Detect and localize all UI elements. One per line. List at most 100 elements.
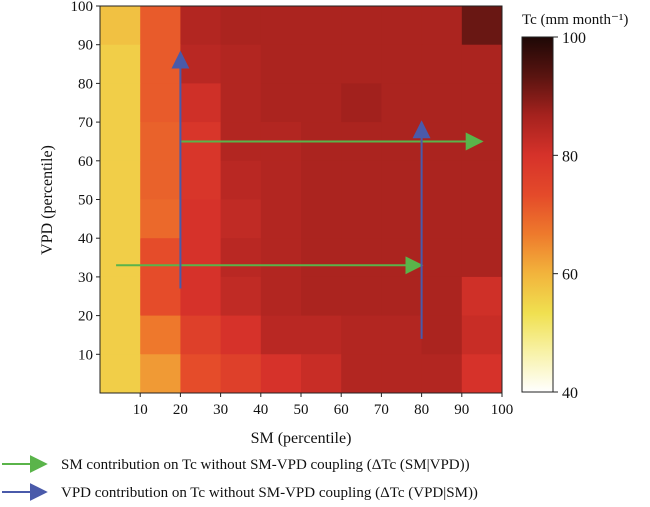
- heatmap-cell: [421, 276, 463, 317]
- y-tick-label: 100: [71, 0, 94, 15]
- heatmap-cell: [301, 44, 342, 84]
- heatmap-cell: [260, 83, 302, 123]
- heatmap-cell: [381, 276, 423, 317]
- heatmap-cell: [140, 6, 181, 46]
- heatmap-cell: [260, 238, 302, 278]
- heatmap-cell: [220, 276, 262, 317]
- heatmap-cell: [461, 354, 503, 394]
- heatmap-cell: [100, 44, 141, 84]
- colorbar-tick-label: 60: [562, 267, 578, 284]
- legend-vpd-label: VPD contribution on Tc without SM-VPD co…: [61, 485, 478, 501]
- heatmap-cell: [220, 315, 262, 355]
- heatmap-cell: [381, 6, 423, 46]
- x-tick-label: 80: [414, 402, 429, 418]
- heatmap-cell: [341, 315, 382, 355]
- heatmap-cell: [140, 83, 181, 123]
- heatmap-cell: [220, 6, 262, 46]
- heatmap-cell: [100, 199, 141, 239]
- heatmap-cell: [341, 160, 382, 200]
- heatmap-cell: [180, 238, 222, 278]
- heatmap-cell: [100, 238, 141, 278]
- y-tick-label: 40: [78, 231, 93, 247]
- x-tick-label: 70: [374, 402, 389, 418]
- heatmap-cell: [461, 83, 503, 123]
- heatmap-cell: [421, 44, 463, 84]
- heatmap-cell: [220, 44, 262, 84]
- heatmap-cell: [381, 354, 423, 394]
- heatmap-cell: [461, 315, 503, 355]
- heatmap-cell: [180, 83, 222, 123]
- arrows-layer: [116, 50, 484, 339]
- y-tick-label: 50: [78, 193, 93, 209]
- heatmap-cell: [421, 6, 463, 46]
- heatmap-cell: [301, 276, 342, 317]
- x-tick-label: 50: [294, 402, 309, 418]
- heatmap-cell: [381, 160, 423, 200]
- x-axis-title: SM (percentile): [251, 430, 352, 447]
- heatmap-cell: [301, 6, 342, 46]
- heatmap-cell: [220, 83, 262, 123]
- heatmap-cell: [301, 83, 342, 123]
- heatmap-cell: [260, 276, 302, 317]
- y-axis-title: VPD (percentile): [39, 145, 56, 255]
- heatmap-cell: [100, 160, 141, 200]
- heatmap-cell: [381, 199, 423, 239]
- heatmap-cell: [341, 199, 382, 239]
- y-tick-label: 30: [78, 270, 93, 286]
- heatmap-cell: [140, 238, 181, 278]
- x-tick-label: 90: [454, 402, 469, 418]
- heatmap-cell: [341, 354, 382, 394]
- heatmap-cell: [301, 199, 342, 239]
- heatmap-cell: [100, 354, 141, 394]
- heatmap-cell: [461, 238, 503, 278]
- y-tick-label: 60: [78, 154, 93, 170]
- x-tick-label: 20: [173, 402, 188, 418]
- heatmap-cell: [220, 199, 262, 239]
- heatmap-cell: [461, 44, 503, 84]
- y-tick-label: 10: [78, 347, 93, 363]
- y-axis-ticks: 10 20 30 40 50 60 70 80 90 100: [71, 0, 100, 363]
- heatmap-cell: [421, 199, 463, 239]
- heatmap-cell: [341, 276, 382, 317]
- legend: SM contribution on Tc without SM-VPD cou…: [2, 455, 478, 501]
- heatmap-cell: [301, 315, 342, 355]
- heatmap-cell: [140, 354, 181, 394]
- heatmap-cell: [381, 83, 423, 123]
- heatmap-cell: [140, 199, 181, 239]
- heatmap-cell: [381, 44, 423, 84]
- heatmap-cell: [381, 238, 423, 278]
- x-tick-label: 40: [253, 402, 268, 418]
- heatmap-cell: [100, 6, 141, 46]
- heatmap-cell: [341, 83, 382, 123]
- heatmap-cell: [180, 199, 222, 239]
- heatmap-cell: [180, 276, 222, 317]
- heatmap-cell: [421, 83, 463, 123]
- heatmap-cell: [100, 83, 141, 123]
- heatmap-cells: [100, 6, 503, 394]
- heatmap-cell: [100, 276, 141, 317]
- x-tick-label: 60: [334, 402, 349, 418]
- heatmap-cell: [341, 238, 382, 278]
- x-tick-label: 10: [133, 402, 148, 418]
- heatmap-cell: [220, 160, 262, 200]
- heatmap-cell: [180, 160, 222, 200]
- heatmap-cell: [260, 315, 302, 355]
- heatmap-cell: [301, 238, 342, 278]
- heatmap-cell: [260, 160, 302, 200]
- colorbar-title: Tc (mm month⁻¹): [522, 12, 628, 28]
- x-axis-ticks: 10 20 30 40 50 60 70 80 90 100: [133, 393, 514, 418]
- heatmap-cell: [220, 238, 262, 278]
- heatmap-cell: [140, 160, 181, 200]
- y-tick-label: 20: [78, 309, 93, 325]
- heatmap-cell: [461, 276, 503, 317]
- heatmap-cell: [100, 122, 141, 162]
- heatmap-cell: [260, 6, 302, 46]
- heatmap-cell: [301, 160, 342, 200]
- x-tick-label: 100: [491, 402, 514, 418]
- y-tick-label: 70: [78, 115, 93, 131]
- legend-sm-label: SM contribution on Tc without SM-VPD cou…: [61, 457, 470, 473]
- heatmap-cell: [461, 160, 503, 200]
- heatmap-cell: [140, 122, 181, 162]
- heatmap-cell: [260, 199, 302, 239]
